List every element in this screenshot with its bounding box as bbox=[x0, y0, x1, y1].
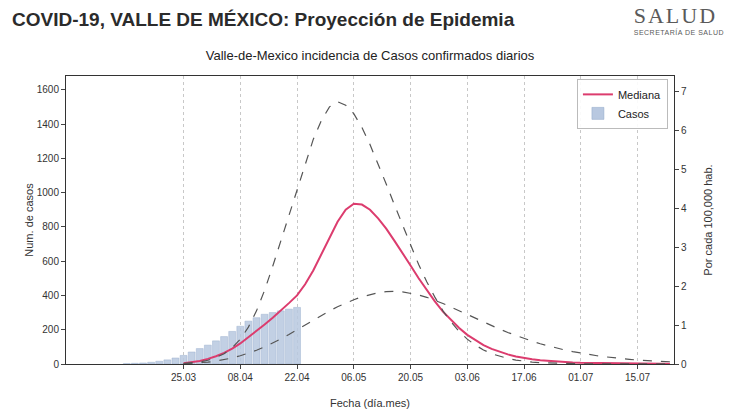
svg-text:400: 400 bbox=[42, 290, 59, 301]
svg-text:1200: 1200 bbox=[37, 153, 60, 164]
html-text:SALUD: SALUD bbox=[633, 3, 718, 28]
svg-text:Mediana: Mediana bbox=[618, 89, 661, 101]
svg-text:Valle-de-Mexico incidencia de: Valle-de-Mexico incidencia de Casos conf… bbox=[206, 48, 535, 63]
svg-text:0: 0 bbox=[681, 359, 687, 370]
svg-text:6: 6 bbox=[681, 125, 687, 136]
svg-text:1: 1 bbox=[681, 320, 687, 331]
svg-text:20.05: 20.05 bbox=[398, 372, 423, 383]
svg-text:15.07: 15.07 bbox=[625, 372, 650, 383]
svg-text:200: 200 bbox=[42, 324, 59, 335]
svg-text:Casos: Casos bbox=[618, 108, 650, 120]
svg-text:22.04: 22.04 bbox=[285, 372, 310, 383]
svg-text:1600: 1600 bbox=[37, 84, 60, 95]
svg-text:17.06: 17.06 bbox=[512, 372, 537, 383]
svg-text:06.05: 06.05 bbox=[341, 372, 366, 383]
svg-text:2: 2 bbox=[681, 281, 687, 292]
svg-text:Fecha (día.mes): Fecha (día.mes) bbox=[330, 397, 410, 409]
svg-text:0: 0 bbox=[53, 359, 59, 370]
html-text:SECRETARÍA DE SALUD: SECRETARÍA DE SALUD bbox=[633, 29, 724, 36]
svg-text:08.04: 08.04 bbox=[228, 372, 253, 383]
svg-text:01.07: 01.07 bbox=[568, 372, 593, 383]
html-text:COVID-19, VALLE DE MÉXICO: Pro: COVID-19, VALLE DE MÉXICO: Proyección de… bbox=[12, 9, 515, 30]
svg-text:4: 4 bbox=[681, 203, 687, 214]
svg-text:5: 5 bbox=[681, 164, 687, 175]
svg-text:Num. de casos: Num. de casos bbox=[23, 183, 35, 257]
svg-text:Por cada 100,000 hab.: Por cada 100,000 hab. bbox=[702, 164, 714, 275]
svg-text:1400: 1400 bbox=[37, 119, 60, 130]
svg-text:3: 3 bbox=[681, 242, 687, 253]
svg-text:03.06: 03.06 bbox=[455, 372, 480, 383]
svg-text:1000: 1000 bbox=[37, 187, 60, 198]
svg-text:7: 7 bbox=[681, 86, 687, 97]
svg-text:600: 600 bbox=[42, 256, 59, 267]
svg-text:800: 800 bbox=[42, 221, 59, 232]
svg-text:25.03: 25.03 bbox=[171, 372, 196, 383]
